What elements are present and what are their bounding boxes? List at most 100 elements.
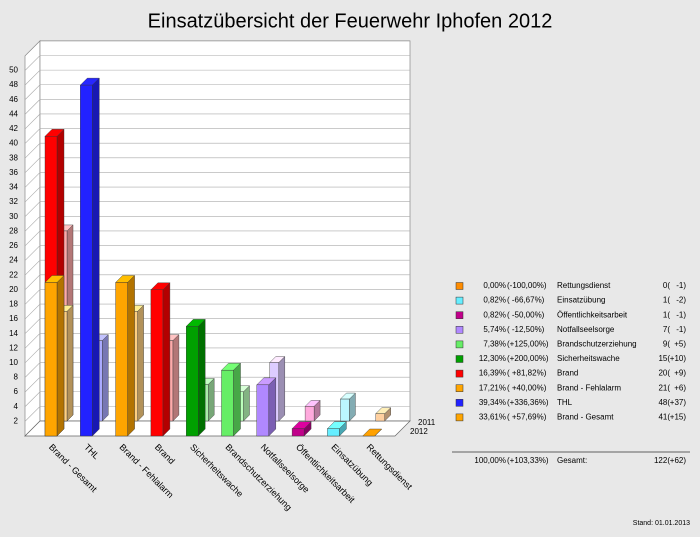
table-name: Brand - Fehlalarm [557, 383, 621, 392]
bar [375, 407, 392, 422]
table-count: 0( [663, 281, 670, 290]
table-change: ( -12,50%) [507, 325, 545, 334]
y-tick-label: 40 [9, 139, 18, 148]
y-tick-label: 46 [9, 95, 18, 104]
y-tick-label: 32 [9, 197, 18, 206]
grid-line [24, 84, 410, 100]
table-percent: 100,00% [474, 456, 506, 465]
table-count: 20( [658, 369, 670, 378]
grid-line [24, 216, 410, 232]
table-percent: 0,82% [483, 296, 506, 305]
y-tick-label: 14 [9, 329, 18, 338]
table-change: ( +81,82%) [507, 369, 547, 378]
table-count: 48( [658, 398, 670, 407]
table-change: (+336,36%) [507, 398, 549, 407]
table-count: 21( [658, 383, 670, 392]
grid-line [24, 157, 410, 174]
table-name: THL [557, 398, 573, 407]
table-name: Brand [557, 369, 578, 378]
bar [44, 275, 65, 437]
bar-side [268, 377, 276, 437]
table-diff: -1) [676, 310, 686, 319]
bar-front [150, 289, 164, 437]
grid-line [24, 186, 410, 203]
grid-line [24, 128, 410, 144]
table-percent: 0,00% [483, 281, 506, 290]
table-name: Rettungsdienst [557, 281, 611, 290]
table-percent: 39,34% [479, 398, 506, 407]
bar-side [66, 304, 74, 422]
grid-line [24, 362, 410, 378]
bar-front [327, 428, 340, 437]
table-count: 9( [663, 340, 670, 349]
bar [150, 282, 171, 437]
y-tick-label: 38 [9, 153, 18, 162]
grid-line [24, 391, 410, 407]
table-diff: +10) [670, 354, 687, 363]
bar-front [291, 428, 305, 437]
grid-line [24, 289, 410, 305]
grid-line [24, 142, 410, 159]
bar [291, 421, 312, 437]
bar-front [304, 406, 315, 422]
table-percent: 5,74% [483, 325, 506, 334]
bar [115, 275, 136, 437]
y-tick-label: 6 [14, 387, 19, 396]
y-tick-label: 8 [14, 373, 19, 382]
bar-front [375, 413, 385, 422]
y-tick-label: 36 [9, 168, 18, 177]
table-count: 15( [658, 354, 670, 363]
grid-line [24, 99, 410, 115]
legend-swatch [455, 384, 464, 392]
bar-side [278, 356, 285, 422]
table-change: (+200,00%) [507, 354, 549, 363]
grid-line [24, 259, 410, 276]
bar-front [80, 84, 93, 437]
grid-line [24, 376, 410, 393]
table-change: (+125,00%) [507, 340, 549, 349]
y-tick-label: 44 [9, 109, 18, 118]
bar [79, 77, 100, 437]
table-change: (-100,00%) [507, 281, 547, 290]
bar-side [127, 275, 135, 437]
y-tick-label: 16 [9, 314, 18, 323]
table-count: 7( [663, 325, 670, 334]
grid-line [24, 274, 410, 291]
legend-swatch [455, 340, 464, 349]
table-name: Gesamt: [557, 456, 587, 465]
bar-side [56, 275, 65, 437]
bar-side [233, 362, 241, 437]
table-diff: -1) [676, 281, 686, 290]
legend-swatch [455, 282, 464, 290]
grid-line [24, 245, 410, 261]
legend-swatch [455, 296, 464, 305]
table-count: 1( [663, 310, 670, 319]
bar-side [207, 377, 215, 422]
bar [304, 399, 321, 422]
bar-top [362, 428, 383, 437]
table-diff: -1) [676, 325, 686, 334]
bar [362, 428, 383, 437]
table-name: Sicherheitswache [557, 354, 620, 363]
y-tick-label: 12 [9, 343, 18, 352]
table-diff: +5) [674, 340, 686, 349]
y-tick-label: 42 [9, 124, 18, 133]
bar [256, 377, 277, 437]
bar-front [44, 282, 58, 437]
table-percent: 17,21% [479, 383, 506, 392]
table-count: 1( [663, 296, 670, 305]
y-tick-label: 28 [9, 226, 18, 235]
table-diff: +37) [670, 398, 687, 407]
legend-swatch [455, 355, 464, 363]
legend-swatch [455, 326, 464, 334]
table-diff: +15) [670, 413, 687, 422]
y-tick-label: 22 [9, 270, 18, 279]
table-name: Öffentlichkeitsarbeit [557, 310, 628, 319]
table-diff: -2) [676, 296, 686, 305]
series-label: 2011 [418, 418, 436, 427]
y-tick-label: 50 [9, 66, 18, 75]
chart-title: Einsatzübersicht der Feuerwehr Iphofen 2… [148, 10, 553, 32]
table-diff: +9) [674, 369, 686, 378]
y-tick-label: 10 [9, 358, 18, 367]
